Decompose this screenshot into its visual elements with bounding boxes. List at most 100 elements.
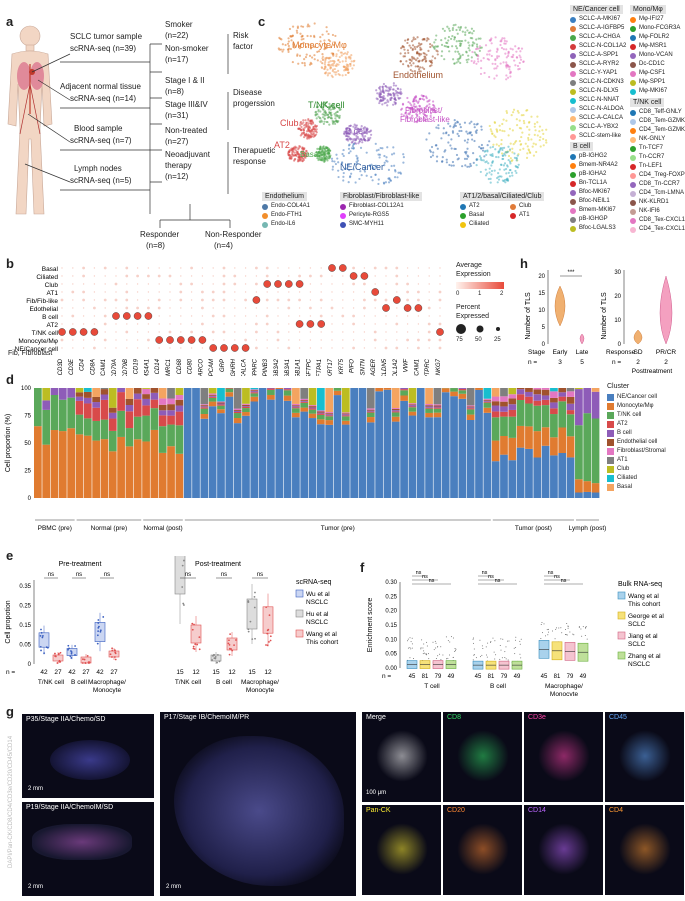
stackbar-segment [358,388,367,498]
stackbar-segment [525,448,533,498]
box-f-point [546,629,548,631]
legend-label: CD4_Tex-CXCL13 [639,226,685,232]
legend-swatch [570,171,576,178]
umap-point [400,47,403,50]
box-e-point [181,564,184,567]
umap-point [307,23,310,26]
stackbar-segment [167,388,175,399]
legend-swatch [570,88,576,95]
stackbar-segment [366,412,375,418]
stackbar-segment [300,401,309,403]
dotplot-dot [72,275,74,277]
dotplot-gene-label: CD79B [123,359,129,376]
legend-entry: Ciliated [460,220,510,229]
stackbar-segment [416,388,425,498]
umap-label-bcell: B cell [345,126,368,136]
dotplot-dot [428,299,430,301]
dotplot-gene-label: CD68 [177,358,183,374]
stackbar-segment [391,411,400,413]
stackbar-segment [400,400,408,498]
box-e-ylabel: Cell propotion [5,600,12,643]
dotplot-dot [277,267,279,269]
stackbar-segment [533,400,542,406]
stackbar-segment [200,388,209,405]
box-f-point [566,634,568,636]
box-e-point [86,655,89,657]
stackbar-segment [150,388,159,393]
umap-point [408,44,411,47]
umap-point [436,147,439,150]
umap-point [509,47,512,50]
umap-point [508,148,512,151]
stackbar-segment [466,420,475,498]
tile-p35-label: P35/Stage IIA/Chemo/SD [26,716,106,723]
dotplot-dot [331,331,333,333]
umap-point [350,60,353,63]
box-e-point [56,662,59,664]
umap-point [344,60,347,63]
umap-point [434,38,437,41]
legend-label: Bfoc-LGALS3 [579,225,616,231]
umap-point [461,30,464,33]
umap-point [483,155,486,158]
tile-p17-scale: 2 mm [166,884,181,890]
dotplot-gene-label: MRC1 [166,359,172,376]
umap-point [362,127,365,130]
tls-left-tick: 5 [542,325,546,331]
umap-point [328,56,331,60]
umap-point [466,61,469,64]
umap-point [442,127,445,130]
box-f-point [585,626,587,628]
umap-point [404,39,407,42]
stackbar-segment [250,388,259,390]
umap-point [297,62,300,65]
umap-point [441,27,445,30]
stackbar-segment [533,405,542,432]
dotplot-dot [169,307,171,309]
box-e-point [228,643,231,646]
box-e-point [229,633,231,636]
stackbar-segment [341,413,350,415]
stackbar-segment [117,392,125,411]
umap-point [516,64,520,68]
umap-point [410,104,413,107]
legend-label: Basal [469,212,485,218]
dotplot-dot [342,291,344,293]
umap-point [425,138,428,141]
umap-point [330,157,334,160]
umap-point [398,91,401,94]
dotplot-dot [382,304,390,312]
umap-point [471,32,474,35]
umap-point [515,118,518,121]
dotplot-row-label: AT1 [47,290,59,297]
umap-point [506,179,510,182]
dotplot-dot [136,323,139,325]
umap-point [386,94,389,97]
stackbar-segment [283,400,292,498]
box-e-box [246,598,258,630]
blood-n: scRNA-seq (n=7) [70,136,132,145]
legend-label: NK-GNLY [639,136,666,142]
dotplot-dot [298,307,301,309]
legend-entry: pB-IGHGP [570,215,618,224]
dotplot-dot [93,267,96,269]
box-e-legend-swatch [295,589,304,598]
legend-bcell-title: B cell [570,142,594,151]
stackbar-ytick: 25 [24,469,31,475]
umap-point [387,92,390,95]
umap-point [454,50,457,53]
umap-point [407,100,410,104]
umap-point [494,58,497,61]
umap-point [456,132,459,135]
umap-point [484,44,488,47]
umap-point [475,164,478,167]
box-f-point [504,657,506,659]
cluster-swatch [607,430,614,437]
stackbar-segment [383,388,392,390]
umap-point [331,168,334,171]
stackbar-segment [150,429,159,498]
legend-label: SCLC-A-YBX2 [579,124,619,130]
umap-point [443,29,446,33]
stackbar-segment [167,404,175,411]
box-e-ytick: 0.25 [19,603,31,609]
